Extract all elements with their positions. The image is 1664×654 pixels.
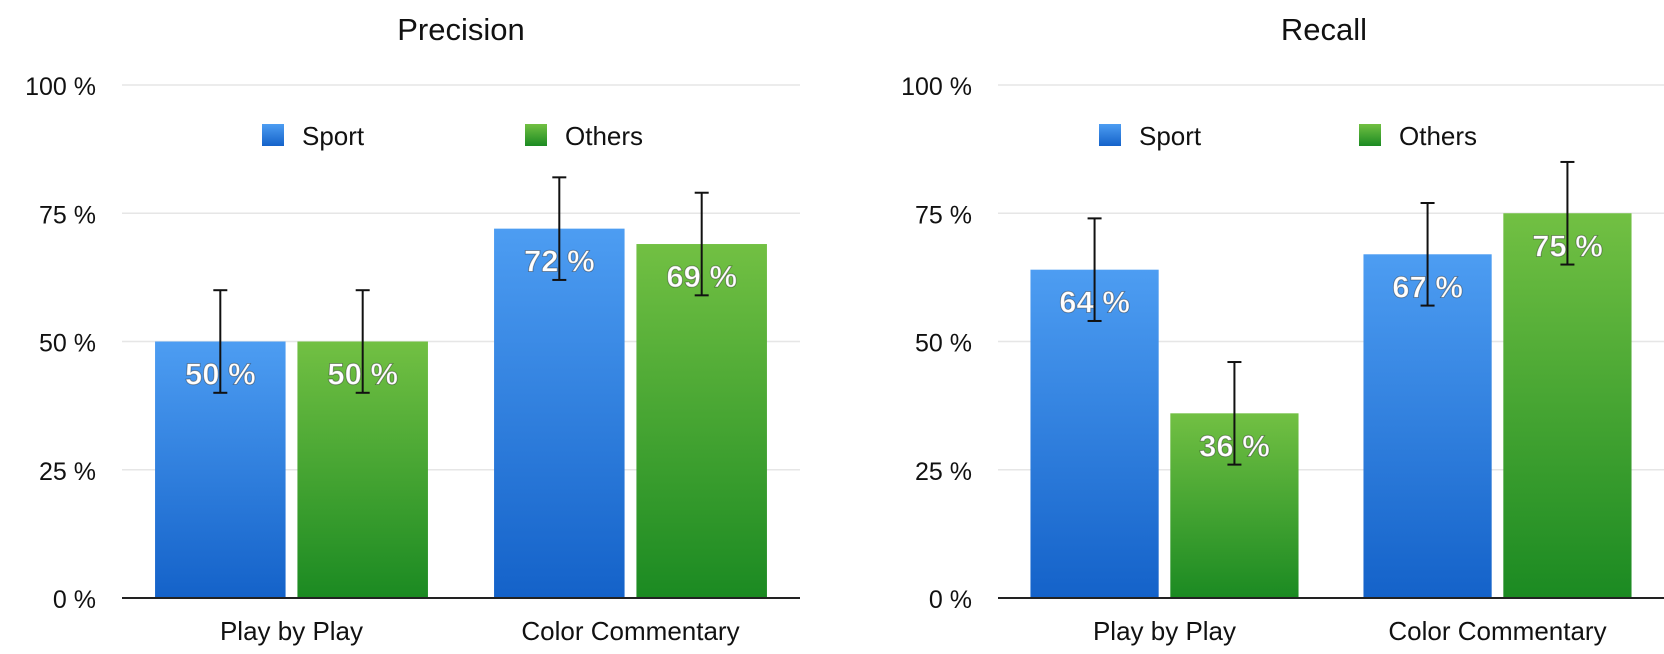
legend-label-sport: Sport (302, 121, 365, 151)
y-tick-label: 100 % (25, 73, 96, 101)
data-label: 72 % (524, 244, 595, 279)
y-tick-label: 50 % (39, 330, 96, 358)
chart-title: Recall (1281, 12, 1367, 47)
y-tick-label: 100 % (901, 73, 972, 101)
legend-label-others: Others (1399, 121, 1477, 151)
y-tick-label: 75 % (915, 201, 972, 229)
bar-others[interactable] (1503, 213, 1632, 598)
data-label: 67 % (1392, 269, 1463, 304)
bar-sport[interactable] (1030, 269, 1159, 598)
x-tick-label: Color Commentary (521, 616, 739, 646)
data-label: 64 % (1059, 285, 1130, 320)
legend-swatch-others (525, 124, 547, 146)
x-tick-label: Color Commentary (1388, 616, 1606, 646)
chart-recall: Recall 0 % 25 % 50 % 75 % 100 % 64 % 36 % Play b… (901, 12, 1664, 646)
bar-others[interactable] (636, 244, 767, 598)
y-tick-label: 0 % (53, 586, 96, 614)
bar-sport[interactable] (494, 228, 625, 598)
data-label: 50 % (185, 357, 256, 392)
bar-sport[interactable] (1363, 254, 1492, 599)
legend-swatch-sport (1099, 124, 1121, 146)
chart-precision: Precision 0 % 25 % 50 % 75 % 100 % 50 % 50 % Pla… (25, 12, 800, 646)
chart-title: Precision (397, 12, 525, 47)
y-tick-label: 0 % (929, 586, 972, 614)
data-label: 69 % (666, 259, 737, 294)
x-tick-label: Play by Play (220, 616, 363, 646)
y-tick-label: 25 % (39, 458, 96, 486)
legend-label-sport: Sport (1139, 121, 1202, 151)
y-tick-label: 25 % (915, 458, 972, 486)
x-tick-label: Play by Play (1093, 616, 1236, 646)
data-label: 75 % (1532, 228, 1603, 263)
y-tick-label: 75 % (39, 201, 96, 229)
legend-swatch-others (1359, 124, 1381, 146)
data-label: 50 % (327, 357, 398, 392)
data-label: 36 % (1199, 428, 1270, 463)
y-tick-label: 50 % (915, 330, 972, 358)
legend-swatch-sport (262, 124, 284, 146)
legend-label-others: Others (565, 121, 643, 151)
